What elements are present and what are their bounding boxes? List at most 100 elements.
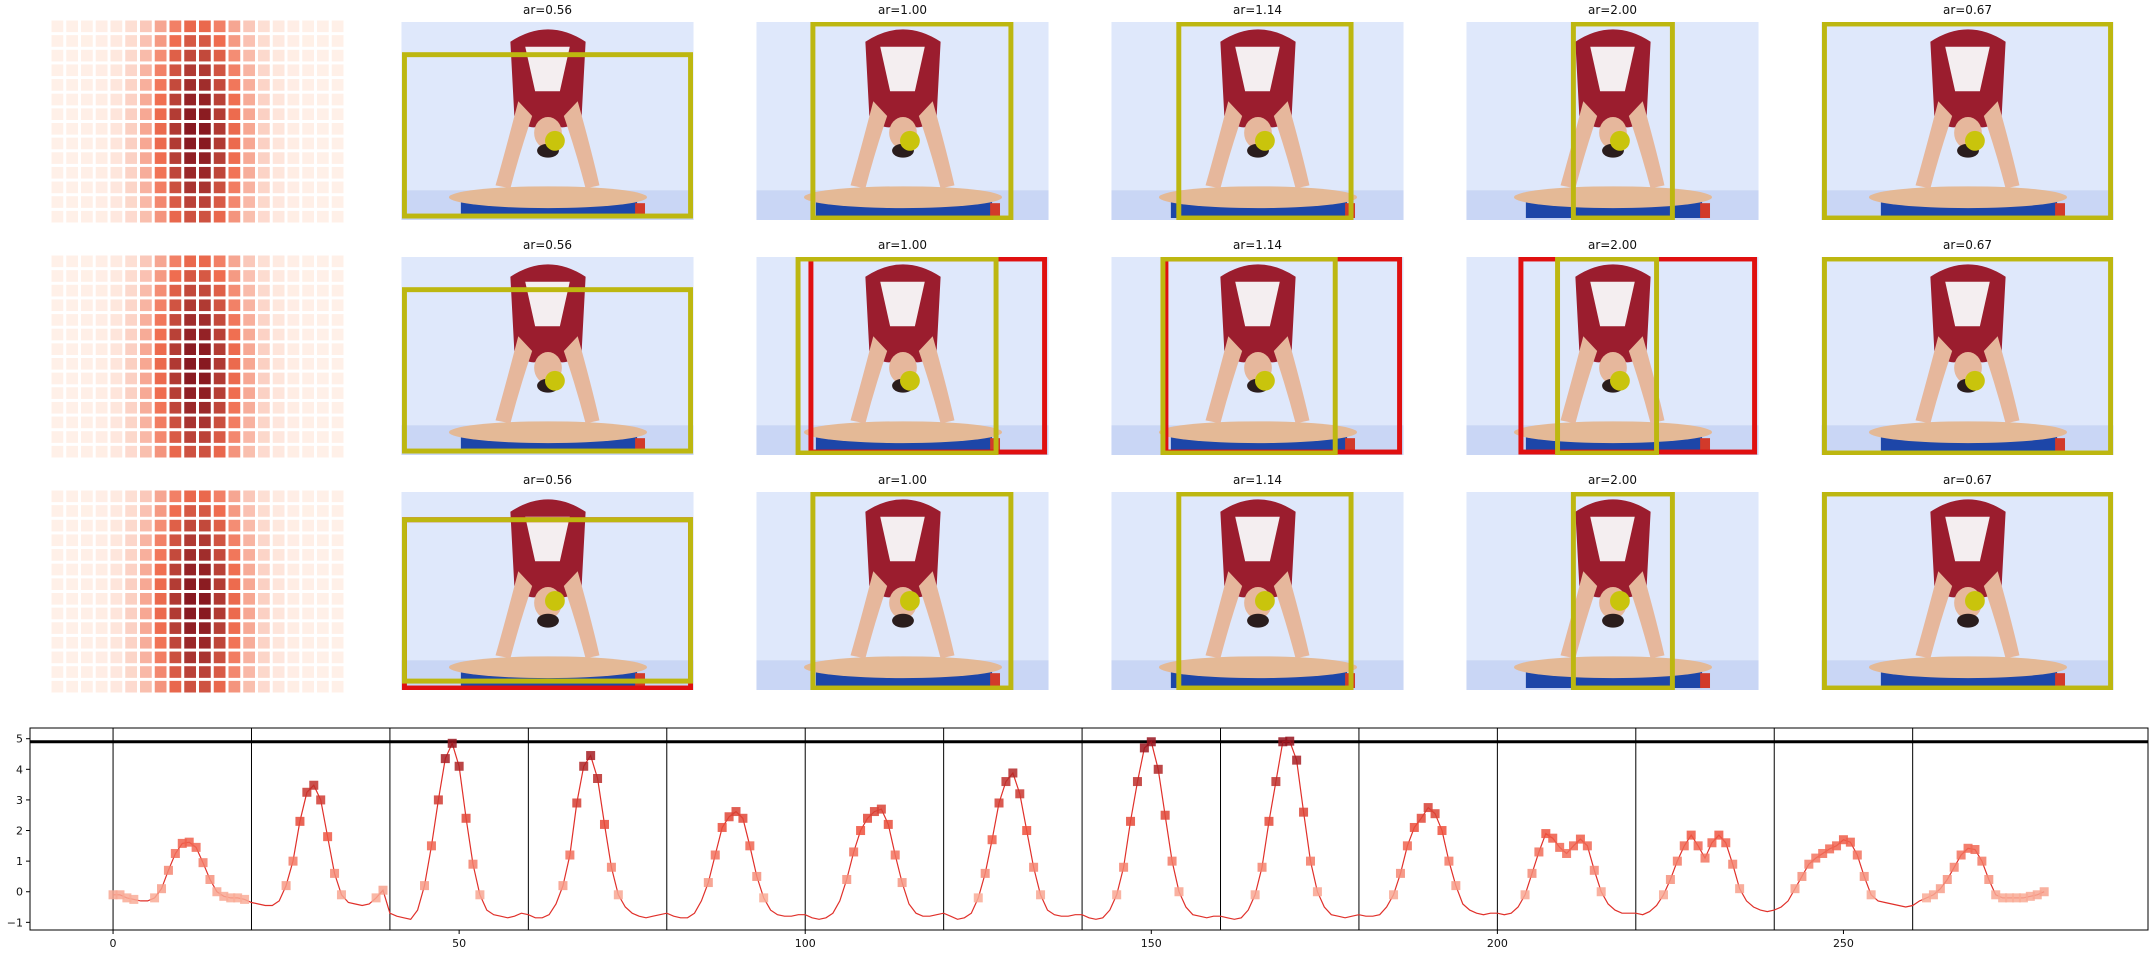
vault-beam	[448, 421, 647, 444]
data-marker	[157, 884, 167, 894]
heatmap-cell	[81, 534, 93, 547]
gymnast-right-arm	[1273, 336, 1310, 424]
heatmap-cell	[272, 387, 285, 399]
heatmap-cell	[331, 563, 344, 576]
data-marker	[129, 894, 139, 904]
heatmap-cell	[81, 343, 93, 355]
heatmap-cell	[154, 49, 167, 62]
heatmap-cell	[258, 636, 270, 649]
data-marker	[1721, 838, 1731, 848]
data-marker	[1423, 803, 1433, 813]
heatmap-cell	[110, 431, 123, 443]
keypoint-dot	[1610, 591, 1630, 611]
heatmap-cell	[169, 519, 182, 532]
heatmap-cell	[317, 372, 329, 385]
heatmap-cell	[95, 35, 108, 47]
data-marker	[1001, 777, 1011, 787]
gymnast-shirt	[1235, 516, 1280, 562]
heatmap-cell	[125, 416, 137, 429]
heatmap-cell	[81, 578, 93, 590]
heatmap-cell	[243, 314, 255, 326]
heatmap-cell	[302, 328, 314, 341]
heatmap-cell	[184, 372, 196, 385]
heatmap-cell	[302, 549, 314, 561]
heatmap-cell	[243, 20, 255, 33]
heatmap-cell	[51, 416, 64, 429]
heatmap-cell	[199, 563, 211, 576]
heatmap-cell	[125, 622, 137, 634]
heatmap-cell	[272, 108, 285, 120]
heatmap-cell	[243, 181, 255, 194]
data-marker	[1036, 890, 1046, 900]
heatmap-cell	[287, 372, 300, 385]
heatmap-cell	[66, 666, 78, 678]
heatmap-cell	[317, 666, 329, 678]
heatmap-cell	[213, 651, 226, 664]
data-marker	[323, 832, 333, 842]
heatmap-cell	[81, 123, 93, 135]
yellow-box	[795, 257, 999, 455]
gymnast-frame	[1466, 257, 1759, 455]
heatmap-cell	[169, 284, 182, 297]
heatmap-cell	[302, 636, 314, 649]
heatmap-cell	[81, 519, 93, 532]
heatmap-cell	[243, 401, 255, 414]
heatmap-cell	[184, 549, 196, 561]
heatmap-cell	[95, 343, 108, 355]
heatmap-cell	[51, 166, 64, 179]
heatmap-cell	[287, 563, 300, 576]
data-marker	[433, 795, 443, 805]
heatmap-cell	[169, 563, 182, 576]
heatmap-cell	[81, 607, 93, 620]
heatmap-cell	[95, 284, 108, 297]
heatmap-cell	[140, 93, 152, 106]
heatmap-cell	[51, 152, 64, 164]
heatmap-cell	[95, 387, 108, 399]
heatmap-cell	[287, 93, 300, 106]
heatmap-cell	[169, 666, 182, 678]
data-marker	[1804, 859, 1814, 869]
vault-base-edge	[1700, 673, 1711, 689]
data-marker	[108, 890, 118, 900]
heatmap-cell	[66, 166, 78, 179]
heatmap-cell	[287, 108, 300, 120]
heatmap-cell	[243, 563, 255, 576]
heatmap-cell	[51, 255, 64, 268]
data-marker	[1596, 887, 1606, 897]
heatmap-cell	[213, 445, 226, 458]
data-marker	[1534, 847, 1544, 857]
heatmap-cell	[213, 299, 226, 312]
heatmap-cell	[199, 210, 211, 223]
heatmap-cell	[110, 680, 123, 693]
heatmap-cell	[125, 49, 137, 62]
heatmap-cell	[213, 181, 226, 194]
heatmap-cell	[213, 519, 226, 532]
data-marker	[1402, 841, 1412, 851]
heatmap-cell	[169, 166, 182, 179]
gymnast-left-arm	[850, 101, 888, 189]
heatmap-cell	[110, 445, 123, 458]
heatmap-cell	[199, 343, 211, 355]
heatmap-cell	[51, 505, 64, 517]
heatmap-cell	[184, 387, 196, 399]
data-marker	[1928, 890, 1938, 900]
heatmap-cell	[66, 490, 78, 503]
heatmap-cell	[243, 431, 255, 443]
heatmap-cell	[199, 651, 211, 664]
heatmap-cell	[272, 270, 285, 282]
gymnast-frame	[401, 492, 694, 690]
heatmap-cell	[272, 49, 285, 62]
heatmap-cell	[110, 666, 123, 678]
heatmap-cell	[258, 505, 270, 517]
heatmap-cell	[81, 416, 93, 429]
heatmap-cell	[272, 505, 285, 517]
gymnast-left-arm	[495, 336, 533, 424]
heatmap-cell	[95, 358, 108, 370]
heatmap-cell	[51, 270, 64, 282]
heatmap-cell	[81, 563, 93, 576]
heatmap-cell	[51, 445, 64, 458]
heatmap-cell	[154, 387, 167, 399]
heatmap-cell	[302, 593, 314, 605]
data-marker	[1700, 853, 1710, 863]
heatmap-cell	[317, 431, 329, 443]
